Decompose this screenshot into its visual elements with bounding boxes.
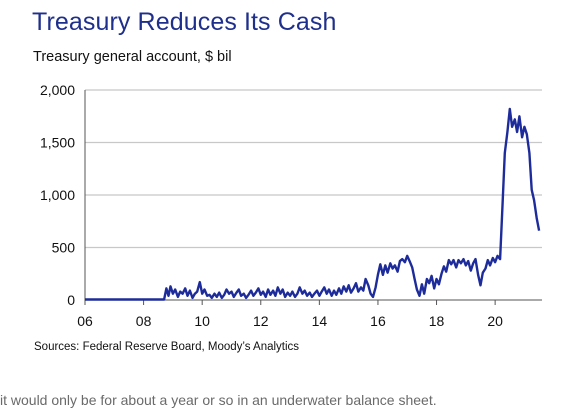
series-line	[85, 107, 541, 301]
x-tick-label: 08	[136, 313, 152, 329]
x-tick-label: 14	[312, 313, 328, 329]
y-tick-label: 1,500	[40, 135, 75, 151]
x-tick-label: 12	[253, 313, 269, 329]
bottom-text-fragment: it would only be for about a year or so …	[0, 392, 437, 408]
x-tick-label: 16	[370, 313, 386, 329]
x-tick-label: 18	[429, 313, 445, 329]
y-tick-label: 2,000	[40, 82, 75, 98]
x-tick-label: 06	[77, 313, 93, 329]
y-tick-label: 0	[67, 292, 75, 308]
chart-title: Treasury Reduces Its Cash	[32, 8, 337, 36]
y-tick-label: 1,000	[40, 187, 75, 203]
x-tick-label: 10	[194, 313, 210, 329]
chart-subtitle: Treasury general account, $ bil	[33, 49, 232, 65]
x-tick-label: 20	[487, 313, 503, 329]
y-tick-label: 500	[52, 240, 76, 256]
source-note: Sources: Federal Reserve Board, Moody’s …	[34, 341, 300, 353]
